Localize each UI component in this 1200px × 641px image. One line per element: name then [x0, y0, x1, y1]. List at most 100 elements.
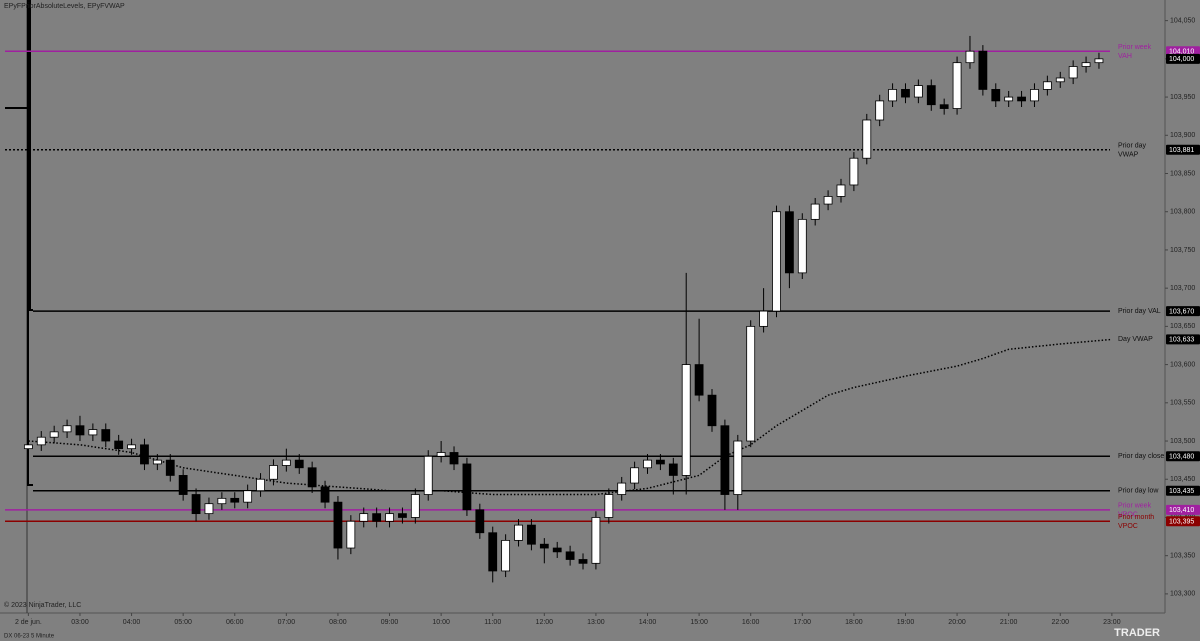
candle-body	[307, 467, 317, 488]
price-marker	[1166, 485, 1200, 496]
candle-body	[746, 325, 756, 442]
candle-body	[836, 184, 846, 197]
x-tick-label: 22:00	[1051, 619, 1069, 626]
candle-body	[527, 524, 536, 545]
level-history	[5, 0, 33, 486]
level-name: Prior month	[1118, 514, 1154, 521]
candle-body	[23, 444, 33, 450]
candle-body	[823, 196, 833, 205]
level-name: VPOC	[1118, 523, 1138, 530]
candle-body	[643, 459, 652, 469]
candle-body	[346, 520, 356, 549]
candle-body	[398, 513, 407, 518]
candle-body	[269, 465, 278, 480]
level-name: Prior day VAL	[1118, 308, 1161, 315]
price-marker-label: 103,410	[1169, 507, 1194, 514]
candle-body	[449, 452, 459, 465]
candle-body	[617, 482, 627, 495]
candle-body	[88, 429, 98, 436]
candle-body	[926, 85, 936, 106]
price-marker-label: 104,000	[1169, 56, 1194, 63]
y-tick-label: 103,550	[1170, 400, 1195, 407]
chart-title: EPyFPriorAbsoluteLevels, EPyFVWAP	[4, 3, 125, 10]
x-tick-label: 21:00	[1000, 619, 1018, 626]
vwap-line	[28, 338, 1112, 496]
candle-body	[591, 517, 601, 564]
level-name: Prior week	[1118, 44, 1152, 51]
price-marker-label: 103,670	[1169, 308, 1194, 315]
candle-body	[720, 425, 730, 495]
candle-body	[410, 494, 420, 518]
candle-body	[294, 459, 304, 469]
candle-body	[1055, 77, 1065, 83]
level-name: Prior day close	[1118, 453, 1164, 460]
candle-body	[243, 490, 253, 503]
candle-body	[36, 436, 46, 446]
y-tick-label: 103,850	[1170, 170, 1195, 177]
price-marker	[1166, 451, 1200, 462]
candle-body	[565, 551, 575, 560]
y-tick-label: 103,800	[1170, 209, 1195, 216]
candle-body	[772, 211, 781, 312]
level-name: VPOC	[1118, 512, 1138, 519]
y-tick-label: 103,650	[1170, 323, 1195, 330]
candle-body	[901, 89, 910, 98]
candle-body	[681, 364, 691, 476]
candle-body	[875, 100, 885, 121]
price-marker	[1166, 504, 1200, 515]
x-tick-label: 20:00	[948, 619, 966, 626]
level-name: Prior week	[1118, 503, 1152, 510]
candle-body	[1094, 58, 1104, 64]
candle-body	[1081, 62, 1091, 67]
candle-body	[991, 89, 1001, 102]
candle-body	[49, 431, 59, 438]
candle-body	[385, 513, 394, 522]
level-name: Prior day low	[1118, 488, 1159, 495]
candle-body	[178, 475, 188, 495]
x-tick-label: 06:00	[226, 619, 244, 626]
x-tick-label: 03:00	[71, 619, 89, 626]
candle-body	[62, 425, 72, 433]
candle-body	[1017, 96, 1026, 102]
price-marker	[1166, 516, 1200, 527]
candle-body	[320, 486, 330, 503]
y-tick-label: 103,300	[1170, 591, 1195, 598]
candle-body	[784, 211, 794, 274]
candle-body	[333, 501, 343, 549]
candle-body	[423, 455, 433, 495]
y-tick-label: 103,700	[1170, 285, 1195, 292]
candle-body	[849, 157, 859, 186]
candle-body	[552, 547, 562, 553]
x-tick-label: 14:00	[639, 619, 657, 626]
candle-body	[165, 459, 175, 476]
y-tick-label: 103,350	[1170, 553, 1195, 560]
candle-body	[939, 104, 949, 109]
price-marker-label: 103,633	[1169, 337, 1194, 344]
x-tick-label: 10:00	[432, 619, 450, 626]
candle-body	[191, 494, 201, 515]
candle-body	[462, 463, 472, 511]
candle-body	[281, 459, 291, 466]
candle-body	[127, 444, 136, 450]
candle-body	[759, 310, 768, 327]
y-tick-label: 103,950	[1170, 94, 1195, 101]
x-tick-label: 11:00	[484, 619, 501, 626]
copyright: © 2023 NinjaTrader, LLC	[4, 601, 81, 609]
candle-body	[978, 50, 988, 90]
price-marker	[1166, 53, 1200, 64]
price-marker	[1166, 306, 1200, 317]
candle-body	[888, 89, 897, 102]
y-tick-label: 103,900	[1170, 132, 1195, 139]
candle-body	[630, 467, 640, 484]
instrument: DX 06-23 5 Minute	[4, 634, 55, 640]
candle-body	[604, 494, 614, 518]
x-tick-label: 04:00	[123, 619, 141, 626]
y-tick-label: 104,050	[1170, 17, 1195, 24]
level-name: VAH	[1118, 53, 1132, 60]
candle-body	[217, 497, 227, 505]
x-tick-label: 16:00	[742, 619, 760, 626]
candle-body	[733, 440, 743, 495]
candle-body	[1068, 66, 1078, 79]
